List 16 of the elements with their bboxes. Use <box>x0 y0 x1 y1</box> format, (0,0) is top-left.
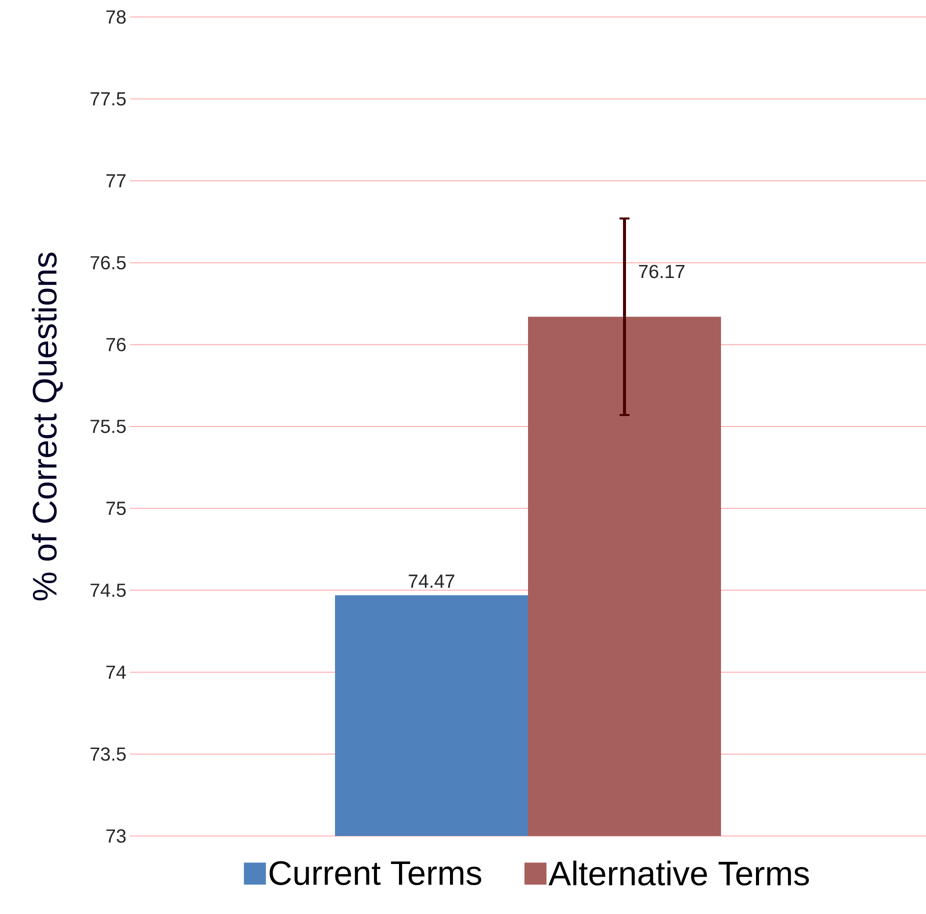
data-label: 76.17 <box>638 264 684 278</box>
y-tick-label: 75 <box>106 502 126 516</box>
y-tick-label: 73.5 <box>90 747 126 761</box>
y-tick-label: 75.5 <box>90 420 126 434</box>
y-tick-label: 76.5 <box>90 256 126 270</box>
y-tick-label: 77.5 <box>90 92 126 106</box>
y-tick-label: 76 <box>106 338 126 352</box>
data-label: 74.47 <box>408 574 454 588</box>
y-axis-title: % of Correct Questions <box>32 252 63 600</box>
y-tick-label: 74 <box>106 666 126 679</box>
y-tick-label: 74.5 <box>90 584 126 597</box>
y-tick-label: 78 <box>106 10 126 24</box>
y-tick-label: 73 <box>106 829 126 843</box>
legend-label: Current Terms <box>270 861 482 886</box>
y-tick-label: 77 <box>106 174 126 188</box>
legend-label: Alternative Terms <box>548 860 809 886</box>
